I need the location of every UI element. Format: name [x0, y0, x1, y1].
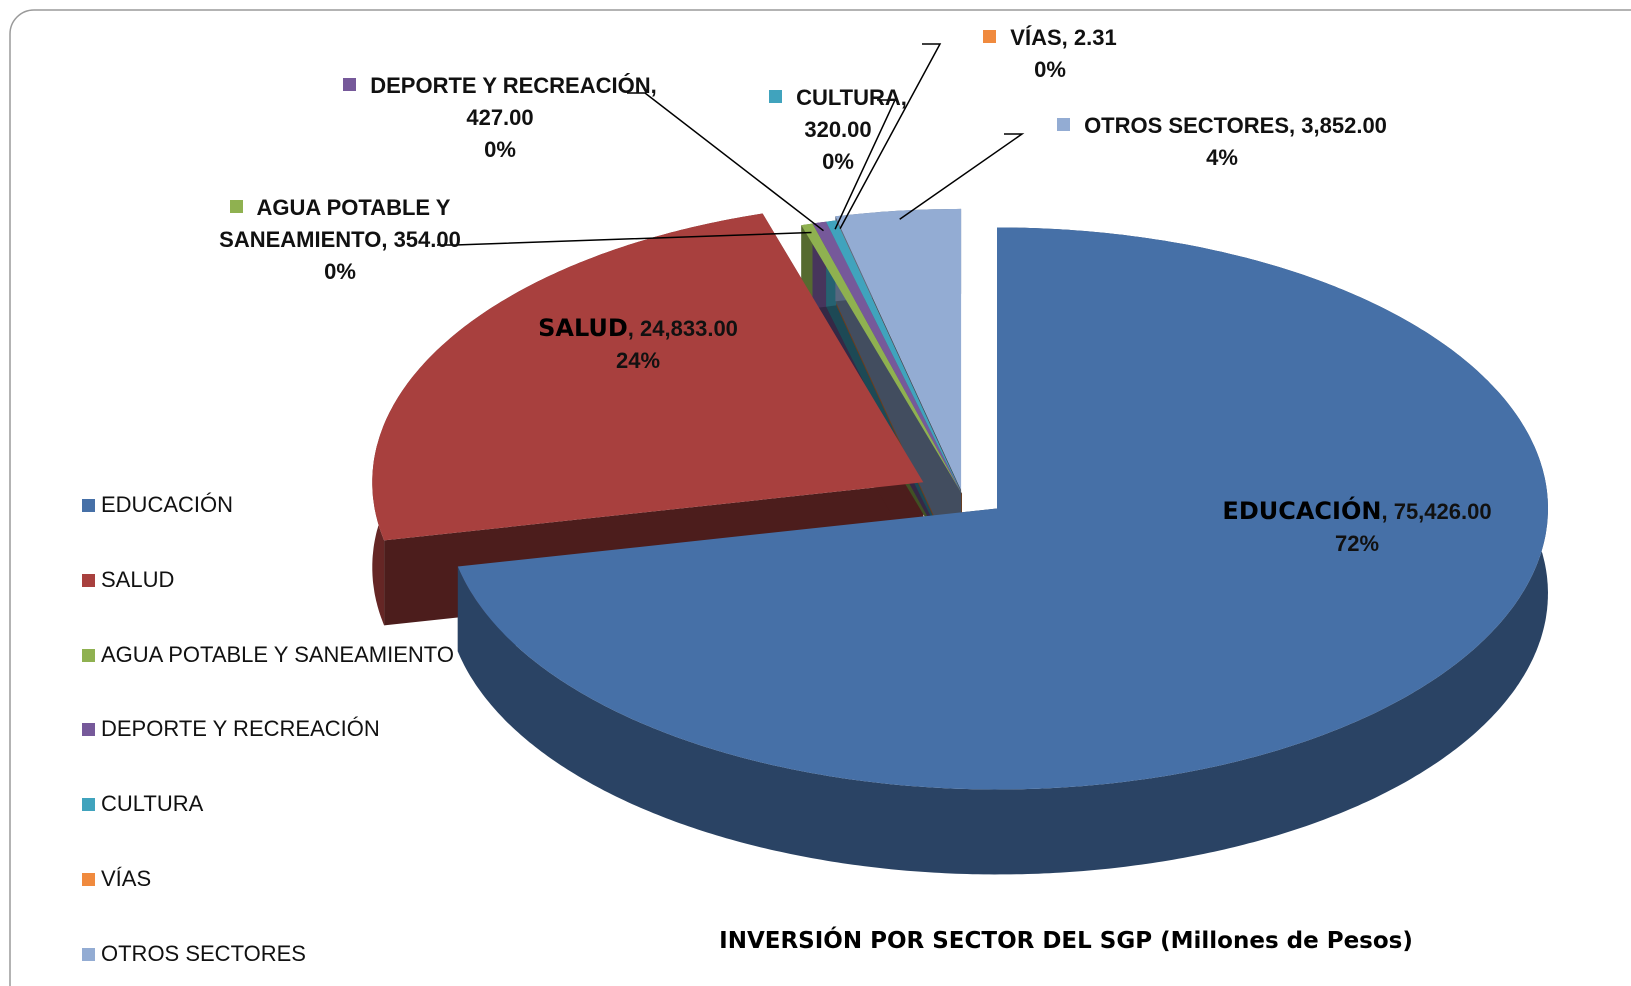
- label-key: [1057, 118, 1071, 131]
- label-category: AGUA POTABLE Y SANEAMIENTO: [219, 195, 451, 252]
- label-key: [229, 200, 243, 213]
- label-category: EDUCACIÓN: [1222, 497, 1382, 525]
- label-value: 75,426.00: [1393, 499, 1492, 524]
- legend-item: VÍAS: [82, 866, 151, 892]
- leader-line: [627, 92, 824, 232]
- legend-key: [82, 723, 95, 737]
- label-key: [343, 78, 357, 91]
- slice: [836, 220, 962, 494]
- data-label: CULTURA, 320.00 0%: [753, 82, 923, 178]
- label-value: 24,833.00: [640, 316, 738, 341]
- label-percent: 0%: [1034, 57, 1066, 82]
- frame: [9, 9, 1631, 986]
- legend-key: [82, 648, 95, 662]
- label-category: CULTURA: [796, 85, 901, 110]
- legend-label: EDUCACIÓN: [101, 492, 234, 517]
- legend-key: [82, 947, 95, 961]
- slice: [801, 223, 962, 494]
- label-separator: ,: [381, 227, 388, 252]
- label-category: DEPORTE Y RECREACIÓN: [370, 73, 651, 98]
- data-label: DEPORTE Y RECREACIÓN, 427.00 0%: [335, 70, 665, 166]
- legend-key: [82, 499, 95, 512]
- leader-line: [437, 231, 812, 246]
- legend-label: SALUD: [101, 566, 175, 592]
- label-separator: ,: [1289, 113, 1296, 138]
- label-category: SALUD: [538, 314, 628, 342]
- legend-item: EDUCACIÓN: [82, 492, 233, 518]
- label-percent: 0%: [324, 259, 356, 284]
- legend-item: SALUD: [82, 567, 174, 593]
- legend-item: DEPORTE Y RECREACIÓN: [82, 716, 380, 742]
- legend-item: AGUA POTABLE Y SANEAMIENTO: [82, 642, 454, 668]
- label-percent: 0%: [822, 149, 854, 174]
- label-percent: 4%: [1206, 145, 1238, 170]
- label-percent: 0%: [484, 137, 516, 162]
- label-value: 2.31: [1073, 25, 1117, 50]
- leader-line: [899, 133, 1025, 220]
- legend-key: [82, 573, 95, 587]
- slice: [812, 221, 962, 494]
- slice: [835, 208, 962, 490]
- label-category: VÍAS: [1010, 25, 1062, 50]
- label-separator: ,: [900, 85, 907, 110]
- label-separator: ,: [1061, 25, 1068, 50]
- label-separator: ,: [1381, 499, 1388, 524]
- label-category: OTROS SECTORES: [1084, 113, 1290, 138]
- label-percent: 24%: [615, 348, 661, 373]
- data-label: EDUCACIÓN, 75,426.00 72%: [1177, 495, 1537, 560]
- legend-label: VÍAS: [101, 866, 152, 891]
- label-value: 3,852.00: [1301, 113, 1387, 138]
- label-value: 320.00: [804, 117, 872, 142]
- label-value: 354.00: [393, 227, 461, 252]
- label-percent: 72%: [1334, 531, 1380, 556]
- legend-key: [82, 873, 95, 886]
- label-key: [769, 90, 783, 103]
- leader-line: [834, 99, 897, 230]
- legend-item: OTROS SECTORES: [82, 941, 306, 967]
- data-label: VÍAS, 2.31 0%: [950, 22, 1150, 86]
- data-label: OTROS SECTORES, 3,852.00 4%: [1032, 110, 1412, 174]
- chart-title: INVERSIÓN POR SECTOR DEL SGP (Millones d…: [719, 928, 1413, 954]
- leader-line: [839, 43, 942, 229]
- legend-label: OTROS SECTORES: [101, 940, 306, 966]
- legend-label: AGUA POTABLE Y SANEAMIENTO: [101, 641, 454, 667]
- label-separator: ,: [650, 73, 657, 98]
- label-separator: ,: [627, 316, 634, 341]
- data-label: AGUA POTABLE Y SANEAMIENTO, 354.00 0%: [205, 192, 475, 288]
- legend-label: CULTURA: [101, 791, 204, 817]
- slice: [457, 227, 1548, 790]
- label-value: 427.00: [466, 105, 534, 130]
- slice: [372, 213, 924, 541]
- legend-label: DEPORTE Y RECREACIÓN: [101, 716, 380, 742]
- legend-item: CULTURA: [82, 791, 203, 817]
- slice: [826, 220, 962, 494]
- data-label: SALUD, 24,833.00 24%: [478, 312, 798, 377]
- label-key: [983, 30, 997, 43]
- legend-key: [82, 798, 95, 812]
